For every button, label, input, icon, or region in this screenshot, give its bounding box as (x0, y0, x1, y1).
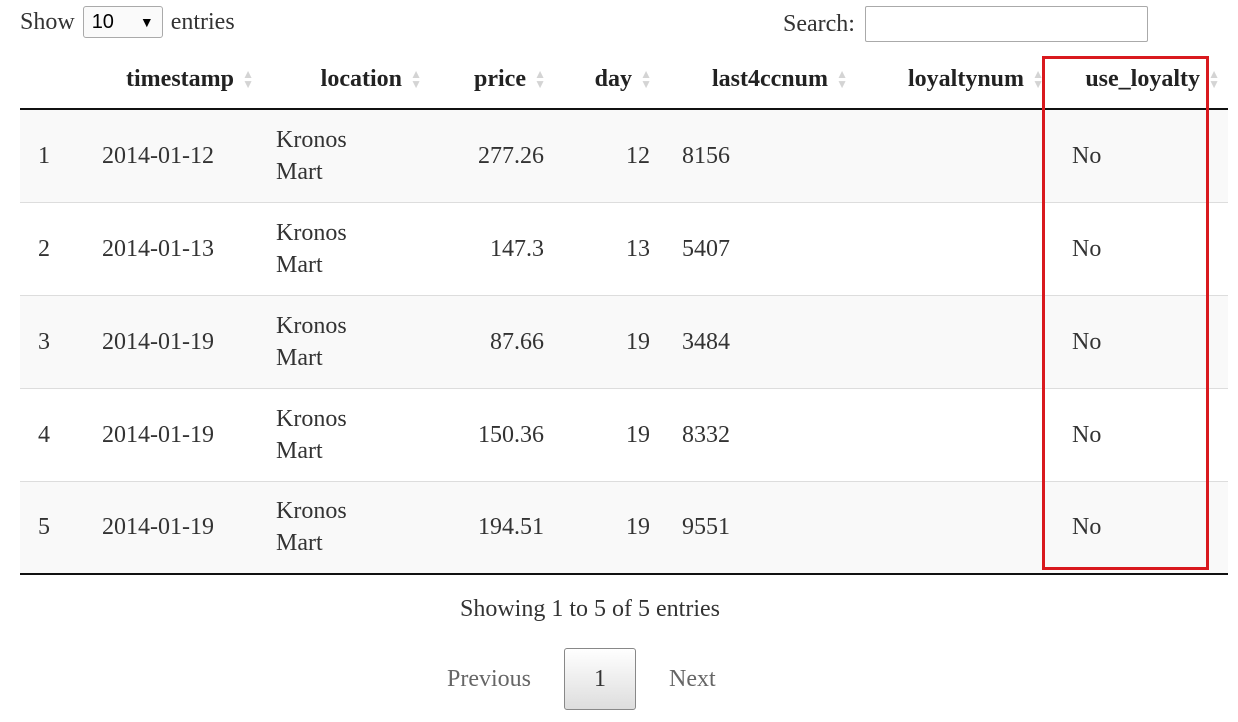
sort-arrows-icon: ▲ ▼ (836, 67, 848, 91)
column-header-label: timestamp (126, 65, 234, 92)
column-header-loyaltynum[interactable]: loyaltynum ▲ ▼ (856, 50, 1052, 110)
loyaltynum-cell (856, 480, 1052, 575)
column-header-use-loyalty[interactable]: use_loyalty ▲ ▼ (1052, 50, 1228, 110)
location-line: Mart (276, 437, 323, 464)
day-cell: 19 (554, 387, 660, 481)
table-row: 2 2014-01-13 Kronos Mart 147.3 13 5407 No (20, 201, 1228, 295)
location-cell: Kronos Mart (262, 480, 430, 575)
column-header-location[interactable]: location ▲ ▼ (262, 50, 430, 110)
timestamp-cell: 2014-01-13 (78, 201, 262, 295)
location-line: Kronos (276, 219, 347, 246)
data-table: timestamp ▲ ▼ location ▲ ▼ price ▲ ▼ day ▲ ▼… (20, 50, 1228, 575)
loyaltynum-cell (856, 387, 1052, 481)
previous-page-button[interactable]: Previous (447, 666, 531, 692)
location-line: Mart (276, 530, 323, 557)
column-header-label: loyaltynum (907, 65, 1024, 92)
last4ccnum-cell: 8156 (682, 142, 730, 169)
location-cell: Kronos Mart (262, 109, 430, 202)
column-header-label: price (474, 65, 526, 92)
table-row: 1 2014-01-12 Kronos Mart 277.26 12 8156 N… (20, 109, 1228, 202)
column-header-label: use_loyalty (1085, 65, 1200, 92)
table-row: 5 2014-01-19 Kronos Mart 194.51 19 9551 N… (20, 480, 1228, 575)
last4ccnum-cell: 8332 (660, 387, 856, 481)
sort-arrows-icon: ▲ ▼ (410, 67, 422, 91)
table-controls: Show 10 ▼ entries Search: (0, 0, 1238, 50)
sort-arrows-icon: ▲ ▼ (640, 67, 652, 91)
sort-arrows-icon: ▲ ▼ (534, 67, 546, 91)
last4ccnum-cell: 3484 (660, 294, 856, 388)
row-index: 3 (20, 294, 78, 388)
loyaltynum-cell (856, 201, 1052, 295)
column-header-index (20, 50, 78, 110)
show-label: Show (20, 8, 75, 35)
last4ccnum-cell: 9551 (660, 480, 856, 575)
dropdown-arrow-icon: ▼ (139, 14, 154, 30)
location-cell: Kronos Mart (262, 387, 430, 481)
location-line: Mart (276, 251, 323, 278)
location-line: Mart (276, 158, 323, 185)
entries-label: entries (170, 8, 235, 35)
row-index: 1 (38, 142, 50, 169)
length-control: Show 10 ▼ entries (20, 6, 235, 38)
price-cell: 194.51 (430, 480, 554, 575)
day-cell: 13 (554, 201, 660, 295)
column-header-label: last4ccnum (712, 65, 828, 92)
last4ccnum-cell: 5407 (660, 201, 856, 295)
location-line: Kronos (276, 405, 347, 432)
price-cell: 87.66 (430, 294, 554, 388)
location-line: Kronos (276, 498, 347, 525)
loyaltynum-cell (856, 294, 1052, 388)
day-cell: 12 (626, 142, 650, 169)
loyaltynum-cell (856, 109, 1052, 202)
sort-arrows-icon: ▲ ▼ (1032, 67, 1044, 91)
day-cell: 19 (554, 294, 660, 388)
header-row: timestamp ▲ ▼ location ▲ ▼ price ▲ ▼ day ▲ ▼… (20, 50, 1228, 110)
timestamp-cell: 2014-01-12 (102, 142, 214, 169)
pagination: Previous 1 Next (430, 648, 733, 710)
day-cell: 19 (554, 480, 660, 575)
timestamp-cell: 2014-01-19 (78, 387, 262, 481)
entries-per-page-value: 10 (91, 10, 114, 33)
use-loyalty-cell: No (1052, 480, 1228, 575)
search-control: Search: (783, 6, 1148, 42)
use-loyalty-cell: No (1052, 294, 1228, 388)
column-header-price[interactable]: price ▲ ▼ (430, 50, 554, 110)
row-index: 5 (20, 480, 78, 575)
search-input[interactable] (864, 6, 1148, 42)
timestamp-cell: 2014-01-19 (78, 294, 262, 388)
use-loyalty-cell: No (1052, 387, 1228, 481)
column-header-label: location (320, 65, 402, 92)
next-page-button[interactable]: Next (669, 666, 716, 692)
location-cell: Kronos Mart (262, 201, 430, 295)
table-info: Showing 1 to 5 of 5 entries (460, 596, 720, 622)
timestamp-cell: 2014-01-19 (78, 480, 262, 575)
table-row: 4 2014-01-19 Kronos Mart 150.36 19 8332 N… (20, 387, 1228, 481)
price-cell: 277.26 (478, 142, 544, 169)
column-header-last4ccnum[interactable]: last4ccnum ▲ ▼ (660, 50, 856, 110)
location-line: Kronos (276, 312, 347, 339)
column-header-day[interactable]: day ▲ ▼ (554, 50, 660, 110)
row-index: 2 (20, 201, 78, 295)
price-cell: 150.36 (430, 387, 554, 481)
price-cell: 147.3 (430, 201, 554, 295)
table-row: 3 2014-01-19 Kronos Mart 87.66 19 3484 No (20, 294, 1228, 388)
location-cell: Kronos Mart (262, 294, 430, 388)
search-label: Search: (783, 10, 855, 37)
row-index: 4 (20, 387, 78, 481)
page-1-button[interactable]: 1 (564, 648, 636, 710)
column-header-timestamp[interactable]: timestamp ▲ ▼ (78, 50, 262, 110)
location-line: Kronos (276, 126, 347, 153)
location-line: Mart (276, 344, 323, 371)
sort-arrows-icon: ▲ ▼ (1208, 67, 1220, 91)
use-loyalty-cell: No (1072, 142, 1102, 169)
column-header-label: day (594, 65, 632, 92)
entries-per-page-select[interactable]: 10 ▼ (82, 6, 163, 38)
use-loyalty-cell: No (1052, 201, 1228, 295)
sort-arrows-icon: ▲ ▼ (242, 67, 254, 91)
